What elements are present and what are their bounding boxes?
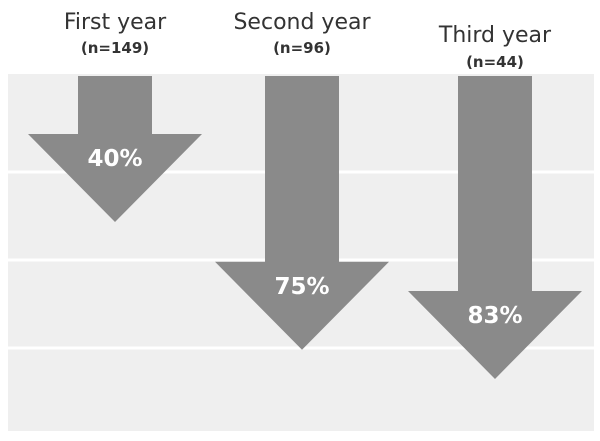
category-n-3: (n=44) [466,53,524,71]
arrow-3 [408,76,582,379]
arrow-series: 40% 75% 83% [28,76,582,379]
arrow-2 [215,76,389,350]
value-label-3: 83% [467,303,522,329]
category-n-2: (n=96) [273,39,331,57]
value-label-1: 40% [87,146,142,172]
value-label-2: 75% [274,274,329,300]
category-n-1: (n=149) [81,39,149,57]
category-labels: First year (n=149) Second year (n=96) Third … [64,10,552,71]
category-title-3: Third year [438,23,552,48]
category-title-2: Second year [233,10,371,35]
arrow-1 [28,76,202,222]
category-title-1: First year [64,10,167,35]
